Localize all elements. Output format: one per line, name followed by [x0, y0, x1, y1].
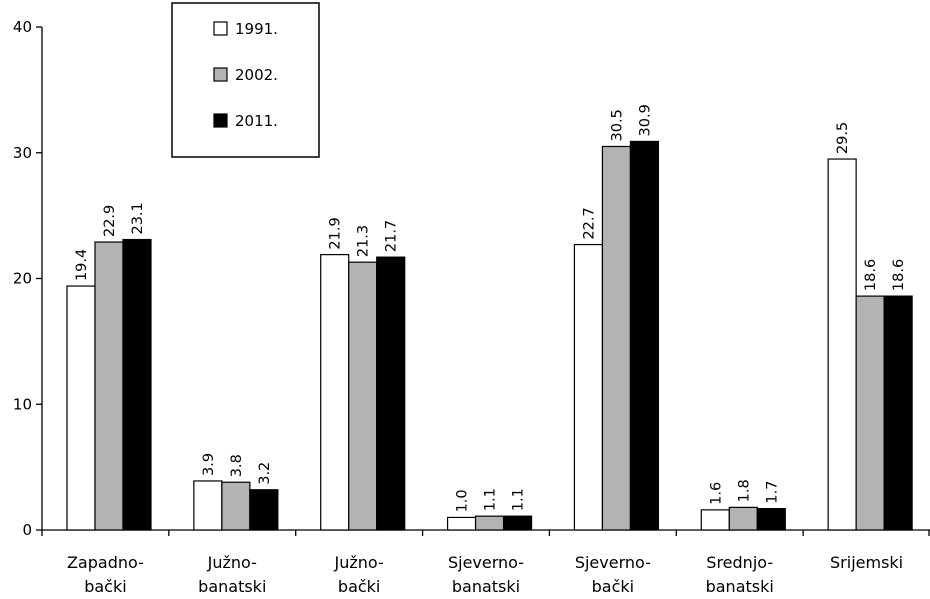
bar-2002-4 [601, 145, 632, 531]
category-label: banatski [452, 577, 520, 596]
value-label: 30.5 [609, 109, 625, 141]
category-label: bački [84, 577, 126, 596]
x-axis [41, 529, 930, 536]
category-label: bački [592, 577, 634, 596]
bar-1991-2 [320, 254, 350, 531]
value-label: 21.7 [384, 220, 400, 252]
bar-1991-5 [700, 509, 730, 531]
value-labels-layer: 19.4 22.9 23.1 3.9 3.8 3.2 21.9 21.3 21.7 1.0 1.1 1… [74, 104, 907, 512]
category-label: Srijemski [830, 553, 903, 572]
legend-label: 2002. [235, 66, 278, 84]
legend-box [171, 2, 320, 158]
legend-label: 2011. [235, 112, 278, 130]
legend-swatch-2011 [213, 113, 228, 128]
bar-2002-1 [221, 481, 251, 531]
value-label: 1.7 [764, 481, 780, 504]
value-label: 21.3 [356, 225, 372, 257]
bar-2011-1 [249, 489, 279, 531]
legend: 1991. 2002. 2011. [171, 2, 320, 158]
bar-2002-3 [474, 515, 505, 531]
bar-1991-1 [193, 480, 223, 531]
value-label: 18.6 [863, 259, 879, 291]
value-label: 29.5 [835, 122, 851, 154]
category-label: banatski [706, 577, 774, 596]
value-label: 1.8 [736, 479, 752, 502]
y-tick-label: 30 [13, 144, 32, 162]
bars-layer [66, 140, 913, 531]
category-label: Južno- [334, 553, 384, 572]
category-label: Sjeverno- [448, 553, 524, 572]
value-label: 1.6 [708, 482, 724, 505]
category-label: Sjeverno- [575, 553, 651, 572]
bar-1991-6 [827, 158, 857, 531]
y-tick-label: 40 [13, 18, 32, 36]
legend-swatch-1991 [213, 21, 228, 36]
value-label: 21.9 [328, 217, 344, 249]
bar-2002-5 [728, 506, 758, 531]
value-label: 3.2 [257, 462, 273, 485]
category-label: Srednjo- [706, 553, 773, 572]
category-label: Zapadno- [67, 553, 144, 572]
bar-2011-5 [756, 508, 786, 531]
value-label: 1.1 [483, 488, 499, 511]
bar-2002-2 [348, 261, 378, 531]
value-label: 23.1 [130, 202, 146, 234]
bar-2011-0 [122, 238, 152, 531]
y-tick-label: 10 [13, 395, 32, 413]
category-label: Južno- [207, 553, 257, 572]
bar-2011-2 [376, 256, 406, 531]
y-tick-label: 0 [22, 521, 32, 539]
bar-2011-3 [502, 515, 533, 531]
value-label: 30.9 [637, 104, 653, 136]
bar-2011-6 [883, 295, 913, 531]
category-label: bački [338, 577, 380, 596]
value-label: 1.0 [455, 489, 471, 512]
category-label: banatski [198, 577, 266, 596]
bar-1991-3 [446, 516, 477, 531]
y-axis: 0 10 20 30 40 [13, 18, 43, 539]
bar-1991-0 [66, 285, 96, 531]
y-tick-label: 20 [13, 270, 32, 288]
value-label: 3.9 [201, 453, 217, 476]
bar-2011-4 [629, 140, 660, 531]
bar-2002-0 [94, 241, 124, 531]
value-label: 1.1 [511, 488, 527, 511]
value-label: 22.9 [102, 205, 118, 237]
value-label: 19.4 [74, 249, 90, 281]
legend-swatch-2002 [213, 67, 228, 82]
bar-1991-4 [573, 243, 604, 531]
category-labels-layer: Zapadno-bački Južno-banatski Južno-bački Sj… [67, 553, 903, 596]
value-label: 22.7 [581, 207, 597, 239]
legend-label: 1991. [235, 20, 278, 38]
value-label: 18.6 [891, 259, 907, 291]
bar-2002-6 [855, 295, 885, 531]
value-label: 3.8 [229, 454, 245, 477]
